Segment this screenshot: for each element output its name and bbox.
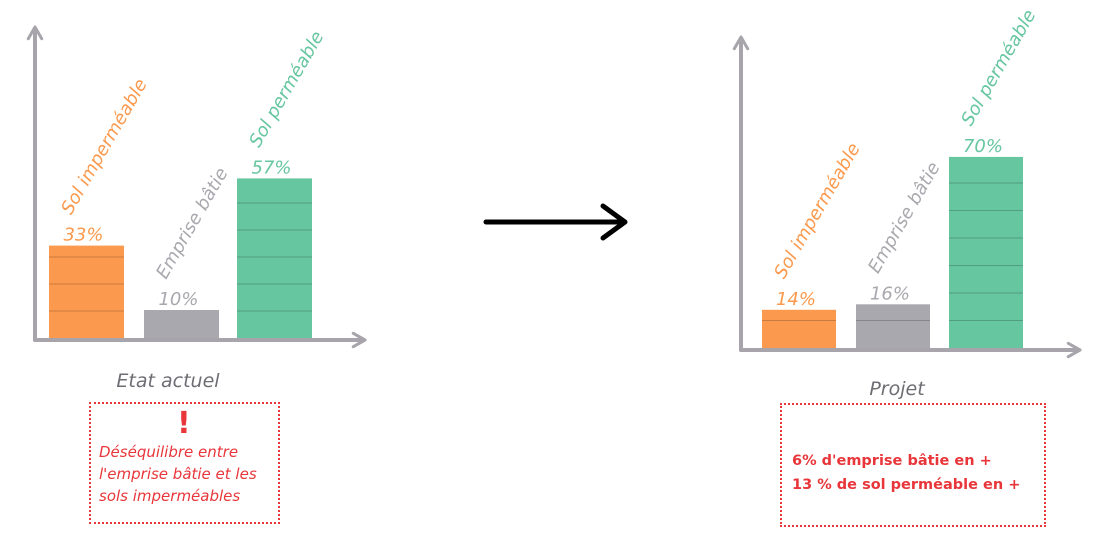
result-note: 6% d'emprise bâtie en + 13 % de sol perm…: [780, 403, 1046, 527]
value-label-sol-impermeable: 33%: [63, 225, 103, 246]
note-line: Déséquilibre entre: [99, 443, 239, 461]
chart-caption: Etat actuel: [116, 370, 220, 392]
category-label-emprise-batie: Emprise bâtie: [864, 158, 944, 276]
bar-emprise-batie: [144, 310, 219, 338]
category-label-sol-impermeable: Sol imperméable: [770, 139, 865, 282]
right-arrow-icon: [483, 203, 628, 241]
bar-sol-impermeable: [762, 309, 836, 348]
bar-sol-permeable: [949, 156, 1023, 348]
bar-sol-impermeable: [49, 245, 124, 338]
category-label-sol-permeable: Sol perméable: [245, 28, 328, 151]
bar-emprise-batie: [856, 304, 930, 348]
note-line: 13 % de sol perméable en +: [792, 477, 1021, 493]
value-label-sol-permeable: 70%: [963, 136, 1003, 157]
category-label-emprise-batie: Emprise bâtie: [152, 164, 232, 282]
exclamation-icon: !: [177, 406, 191, 441]
value-label-sol-impermeable: 14%: [776, 289, 816, 310]
chart-caption: Projet: [869, 378, 926, 400]
note-line: 6% d'emprise bâtie en +: [792, 453, 992, 469]
value-label-emprise-batie: 10%: [158, 289, 198, 310]
bar-sol-permeable: [237, 178, 312, 338]
note-line: l'emprise bâtie et les: [99, 465, 257, 483]
value-label-sol-permeable: 57%: [251, 157, 291, 178]
imbalance-note: ! Déséquilibre entre l'emprise bâtie et …: [89, 402, 280, 524]
chart-etat-actuel: Etat actuel 33% Sol imperméable 10% Emprise…: [26, 25, 367, 392]
note-line: sols imperméables: [99, 487, 241, 505]
category-label-sol-permeable: Sol perméable: [957, 6, 1040, 129]
value-label-emprise-batie: 16%: [870, 283, 910, 304]
category-label-sol-impermeable: Sol imperméable: [57, 75, 152, 218]
